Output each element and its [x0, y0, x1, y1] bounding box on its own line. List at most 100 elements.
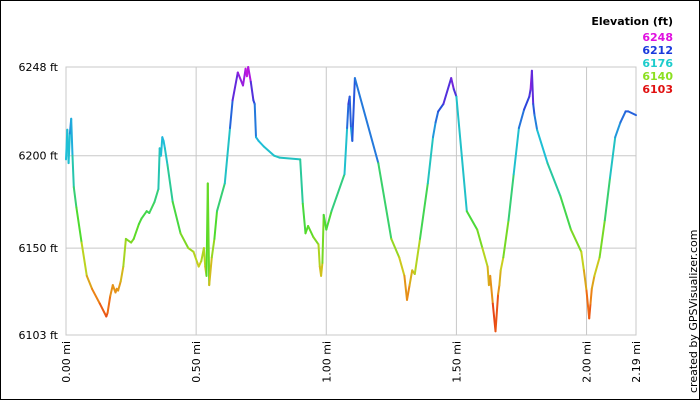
profile-segment	[140, 210, 148, 220]
legend-entry: 6103	[642, 83, 673, 96]
legend-entry: 6176	[642, 57, 673, 70]
profile-segment	[325, 210, 333, 231]
y-tick-label: 6103 ft	[19, 329, 59, 342]
profile-segment	[322, 213, 328, 231]
y-tick-label: 6150 ft	[19, 242, 59, 255]
profile-segment	[408, 269, 414, 287]
profile-segment	[481, 247, 489, 268]
x-tick-label: 1.00 mi	[320, 341, 333, 383]
profile-segment	[530, 69, 535, 105]
profile-segment	[157, 147, 161, 190]
profile-segment	[627, 110, 637, 117]
profile-segment	[247, 66, 252, 83]
profile-segment	[589, 287, 593, 305]
profile-segment	[502, 219, 510, 259]
profile-segment	[619, 110, 627, 124]
profile-segment	[498, 269, 502, 287]
profile-segment	[442, 77, 453, 105]
profile-segment	[163, 147, 169, 166]
profile-segment	[216, 182, 226, 213]
profile-segment	[231, 71, 239, 102]
profile-segment	[434, 110, 440, 124]
profile-segment	[432, 121, 437, 139]
profile-segment	[72, 186, 78, 209]
profile-segment	[569, 228, 583, 253]
profile-segment	[307, 225, 315, 238]
y-tick-label: 6248 ft	[19, 61, 59, 74]
profile-segment	[588, 302, 592, 320]
profile-segment	[148, 200, 156, 214]
profile-segment	[494, 293, 500, 333]
profile-segment	[321, 213, 325, 264]
profile-segment	[301, 202, 307, 235]
profile-segment	[528, 88, 532, 98]
profile-segment	[351, 77, 356, 142]
profile-segment	[122, 237, 127, 268]
profile-segment	[124, 237, 133, 244]
profile-segment	[523, 95, 531, 111]
profile-segment	[590, 274, 596, 290]
profile-segment	[117, 280, 122, 292]
legend-entry: 6140	[642, 70, 673, 83]
profile-segment	[582, 269, 588, 292]
profile-segment	[598, 219, 606, 259]
profile-segment	[317, 243, 321, 268]
profile-segment	[390, 237, 401, 259]
profile-segment	[67, 132, 71, 165]
profile-segment	[476, 228, 484, 250]
credit-text: created by GPSVisualizer.com	[687, 230, 699, 393]
profile-segment	[166, 164, 174, 203]
profile-segment	[299, 158, 304, 205]
profile-segment	[536, 128, 549, 165]
profile-segment	[320, 261, 324, 277]
profile-segment	[437, 103, 445, 113]
profile-segment	[532, 103, 536, 117]
elevation-profile	[65, 66, 637, 333]
profile-segment	[119, 265, 125, 283]
profile-segment	[403, 274, 408, 301]
y-tick-label: 6200 ft	[19, 150, 59, 163]
x-tick-label: 1.50 mi	[450, 341, 463, 383]
profile-segment	[517, 108, 526, 129]
profile-segment	[348, 95, 352, 129]
profile-segment	[132, 223, 140, 240]
profile-segment	[343, 127, 349, 176]
profile-segment	[210, 237, 216, 259]
profile-segment	[512, 127, 520, 176]
axis-ticks: 6103 ft 6150 ft 6200 ft 6248 ft 0.00 mi 0.50 …	[19, 61, 643, 383]
profile-segment	[153, 188, 160, 203]
profile-segment	[253, 103, 257, 139]
profile-segment	[507, 173, 515, 222]
profile-segment	[171, 200, 182, 235]
profile-segment	[609, 136, 617, 179]
profile-segment	[489, 274, 494, 305]
profile-segment	[223, 127, 231, 185]
legend-entry: 6248	[642, 31, 673, 44]
profile-segment	[109, 284, 114, 298]
profile-segment	[187, 247, 195, 253]
profile-segment	[80, 241, 88, 277]
profile-segment	[262, 145, 276, 157]
profile-segment	[346, 103, 350, 129]
profile-segment	[614, 121, 622, 139]
profile-segment	[192, 250, 199, 264]
profile-segment	[497, 284, 501, 296]
legend-entry: 6212	[642, 44, 673, 57]
profile-segment	[406, 284, 411, 301]
profile-segment	[559, 195, 572, 231]
profile-segment	[75, 206, 83, 244]
profile-segment	[208, 256, 213, 287]
profile-segment	[278, 156, 302, 161]
profile-segment	[499, 256, 505, 272]
profile-segment	[98, 302, 108, 318]
profile-segment	[413, 237, 421, 275]
profile-segment	[106, 295, 112, 314]
profile-segment	[91, 287, 101, 305]
x-tick-label: 2.19 mi	[630, 341, 643, 383]
x-tick-label: 2.00 mi	[581, 341, 594, 383]
profile-segment	[580, 250, 585, 272]
profile-segment	[593, 256, 601, 277]
